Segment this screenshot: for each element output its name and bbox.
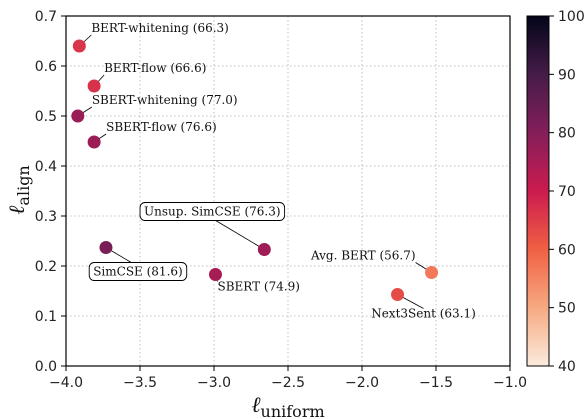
x-axis-label: ℓuniform <box>251 393 324 419</box>
point-annotation: SBERT (74.9) <box>217 280 300 294</box>
x-tick-label: −1.0 <box>493 375 527 391</box>
data-point <box>99 241 113 254</box>
colorbar-tick-label: 100 <box>558 9 585 25</box>
y-tick-label: 0.6 <box>35 59 57 75</box>
y-axis-label: ℓalign <box>5 165 33 215</box>
point-annotation: BERT-whitening (66.3) <box>91 21 229 35</box>
y-axis-ticks: 0.0 0.1 0.2 0.3 0.4 0.5 0.6 0.7 <box>35 9 66 375</box>
colorbar-tick-label: 50 <box>558 301 576 317</box>
data-points <box>71 39 439 301</box>
y-tick-label: 0.1 <box>35 309 57 325</box>
x-tick-label: −2.0 <box>345 375 379 391</box>
point-annotation: SBERT-flow (76.6) <box>106 120 217 134</box>
x-tick-label: −3.5 <box>123 375 157 391</box>
y-tick-label: 0.7 <box>35 9 57 25</box>
x-tick-label: −4.0 <box>49 375 83 391</box>
x-tick-label: −2.5 <box>271 375 305 391</box>
label-box <box>139 202 286 221</box>
colorbar-tick-label: 60 <box>558 242 576 258</box>
point-label: BERT-whitening (66.3) <box>91 21 229 35</box>
point-label: BERT-flow (66.6) <box>104 61 206 75</box>
data-point <box>71 109 85 123</box>
y-tick-label: 0.5 <box>35 109 57 125</box>
point-annotations: BERT-whitening (66.3) BERT-flow (66.6) SBE… <box>88 21 476 321</box>
point-label: Next3Sent (63.1) <box>371 307 476 321</box>
y-tick-label: 0.2 <box>35 259 57 275</box>
point-label: SimCSE (81.6) <box>93 265 183 279</box>
data-point <box>257 243 271 256</box>
data-point <box>87 135 101 149</box>
colorbar-tick-label: 70 <box>558 184 576 200</box>
colorbar-tick-label: 40 <box>558 359 576 375</box>
point-label: SBERT-whitening (77.0) <box>92 93 238 107</box>
label-box <box>88 262 188 281</box>
colorbar-tick-label: 90 <box>558 67 576 83</box>
point-annotation: BERT-flow (66.6) <box>104 61 206 75</box>
colorbar <box>526 15 550 367</box>
x-tick-label: −1.5 <box>419 375 453 391</box>
point-annotation: Next3Sent (63.1) <box>371 307 476 321</box>
colorbar-tick-label: 80 <box>558 126 576 142</box>
point-annotation: Unsup. SimCSE (76.3) <box>139 202 286 221</box>
data-point <box>425 266 439 279</box>
point-annotation: SimCSE (81.6) <box>88 262 188 281</box>
x-axis-ticks: −4.0 −3.5 −3.0 −2.5 −2.0 −1.5 −1.0 <box>49 366 527 391</box>
point-label: SBERT-flow (76.6) <box>106 120 217 134</box>
annotation-leader <box>212 218 265 250</box>
data-point <box>72 39 86 53</box>
data-point <box>87 79 101 93</box>
point-label: SBERT (74.9) <box>217 280 300 294</box>
y-tick-label: 0.3 <box>35 209 57 225</box>
y-tick-label: 0.4 <box>35 159 57 175</box>
colorbar-ticks: 40 50 60 70 80 90 100 <box>549 9 585 375</box>
y-tick-label: 0.0 <box>35 359 57 375</box>
point-annotation: Avg. BERT (56.7) <box>310 249 416 263</box>
data-point <box>208 268 222 281</box>
point-label: Avg. BERT (56.7) <box>310 249 416 263</box>
x-tick-label: −3.0 <box>197 375 231 391</box>
point-label: Unsup. SimCSE (76.3) <box>144 205 281 219</box>
data-point <box>391 288 405 301</box>
point-annotation: SBERT-whitening (77.0) <box>92 93 238 107</box>
